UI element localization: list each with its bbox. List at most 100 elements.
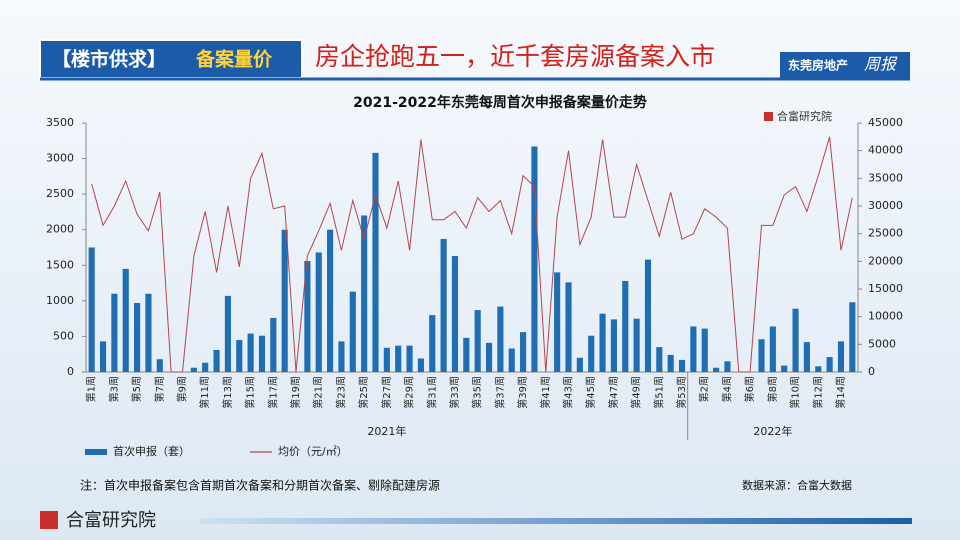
- bar: [122, 268, 129, 372]
- bar: [508, 348, 515, 372]
- bar: [622, 280, 629, 372]
- bar: [678, 359, 686, 372]
- bar: [769, 326, 776, 372]
- bar: [531, 146, 538, 372]
- y-tick-label: 1500: [46, 258, 74, 271]
- bar: [202, 362, 209, 372]
- x-tick-label: 第17周: [266, 376, 279, 409]
- x-tick-label: 第7周: [153, 376, 166, 402]
- bar: [372, 152, 379, 372]
- brand-icon: [764, 112, 773, 121]
- x-tick-label: 第25周: [357, 376, 370, 409]
- x-tick-label: 第4周: [720, 376, 733, 402]
- badge-box: [780, 52, 910, 78]
- bar: [497, 306, 504, 372]
- y-tick-label: 2000: [46, 223, 74, 236]
- source: 数据来源：合富大数据: [742, 478, 852, 492]
- y2-tick-label: 25000: [868, 227, 903, 240]
- y-tick-label: 3500: [46, 116, 74, 129]
- x-tick-label: 第23周: [334, 376, 347, 409]
- x-tick-label: 第6周: [743, 376, 756, 402]
- x-tick-label: 第49周: [630, 376, 643, 409]
- x-tick-label: 第53周: [675, 376, 688, 409]
- bar: [361, 215, 368, 372]
- bar: [145, 293, 152, 372]
- bar: [826, 357, 833, 372]
- x-tick-label: 第14周: [834, 376, 847, 409]
- bar: [474, 310, 481, 372]
- x-tick-label: 第35周: [471, 376, 484, 409]
- legend-label: 均价（元/㎡）: [278, 445, 348, 458]
- x-tick-label: 第8周: [766, 376, 779, 402]
- x-tick-label: 第43周: [562, 376, 575, 409]
- footer-brand: 合富研究院: [66, 510, 156, 531]
- x-tick-label: 第33周: [448, 376, 461, 409]
- bar: [258, 335, 266, 372]
- bar: [224, 295, 231, 372]
- note: 注：首次申报备案包含首期首次备案和分期首次备案、剔除配建房源: [80, 478, 440, 493]
- bar: [599, 313, 606, 372]
- y2-tick-label: 20000: [868, 254, 903, 267]
- chart-brand: 合富研究院: [777, 109, 832, 123]
- y-tick-label: 0: [67, 365, 74, 378]
- x-tick-label: 第12周: [811, 376, 824, 409]
- bar: [417, 358, 424, 372]
- bar: [349, 291, 356, 372]
- bar: [667, 354, 674, 372]
- bar: [837, 341, 845, 372]
- y2-tick-label: 35000: [868, 171, 903, 184]
- bar: [565, 282, 572, 372]
- bar: [88, 247, 95, 372]
- bar: [644, 259, 652, 372]
- badge: 东莞房地产: [788, 58, 848, 73]
- bar: [429, 315, 436, 372]
- legend-swatch: [85, 449, 107, 455]
- bar: [758, 339, 765, 372]
- x-tick-label: 第13周: [221, 376, 234, 409]
- bar: [99, 341, 107, 372]
- footer-icon: [40, 511, 58, 529]
- bar: [213, 349, 220, 372]
- x-tick-label: 第21周: [312, 376, 325, 409]
- bar: [270, 317, 277, 372]
- bar: [134, 302, 141, 372]
- chart-title: 2021-2022年东莞每周首次申报备案量价走势: [353, 94, 647, 111]
- y2-tick-label: 45000: [868, 116, 903, 129]
- bar: [247, 333, 254, 372]
- bar: [656, 347, 663, 372]
- footer-bar: [200, 518, 912, 524]
- headline: 房企抢跑五一，近千套房源备案入市: [315, 42, 715, 71]
- bar: [485, 342, 493, 372]
- bar: [111, 293, 118, 372]
- x-tick-label: 第2周: [698, 376, 711, 402]
- year-label: 2022年: [753, 424, 792, 438]
- bar: [576, 357, 583, 372]
- x-tick-label: 第1周: [85, 376, 98, 402]
- y2-tick-label: 0: [868, 365, 875, 378]
- bar: [440, 238, 447, 372]
- bar: [406, 345, 413, 372]
- bar: [633, 318, 640, 372]
- bar: [395, 345, 402, 372]
- x-tick-label: 第3周: [107, 376, 120, 402]
- bar: [520, 332, 527, 372]
- bar: [803, 342, 810, 372]
- x-tick-label: 第39周: [516, 376, 529, 409]
- y2-tick-label: 5000: [868, 337, 896, 350]
- x-tick-label: 第10周: [789, 376, 802, 409]
- x-tick-label: 第9周: [176, 376, 189, 402]
- bar: [781, 365, 788, 372]
- x-tick-label: 第31周: [425, 376, 438, 409]
- x-tick-label: 第41周: [539, 376, 552, 409]
- y-tick-label: 2500: [46, 187, 74, 200]
- bar: [690, 326, 697, 372]
- section: 【楼市供求】: [52, 48, 166, 71]
- x-tick-label: 第5周: [130, 376, 143, 402]
- line: [91, 136, 853, 373]
- badge-script: 周报: [864, 55, 898, 74]
- y-tick-label: 500: [53, 329, 74, 342]
- bar: [713, 367, 720, 372]
- bar: [610, 319, 617, 372]
- y2-tick-label: 10000: [868, 310, 903, 323]
- bar: [849, 302, 856, 372]
